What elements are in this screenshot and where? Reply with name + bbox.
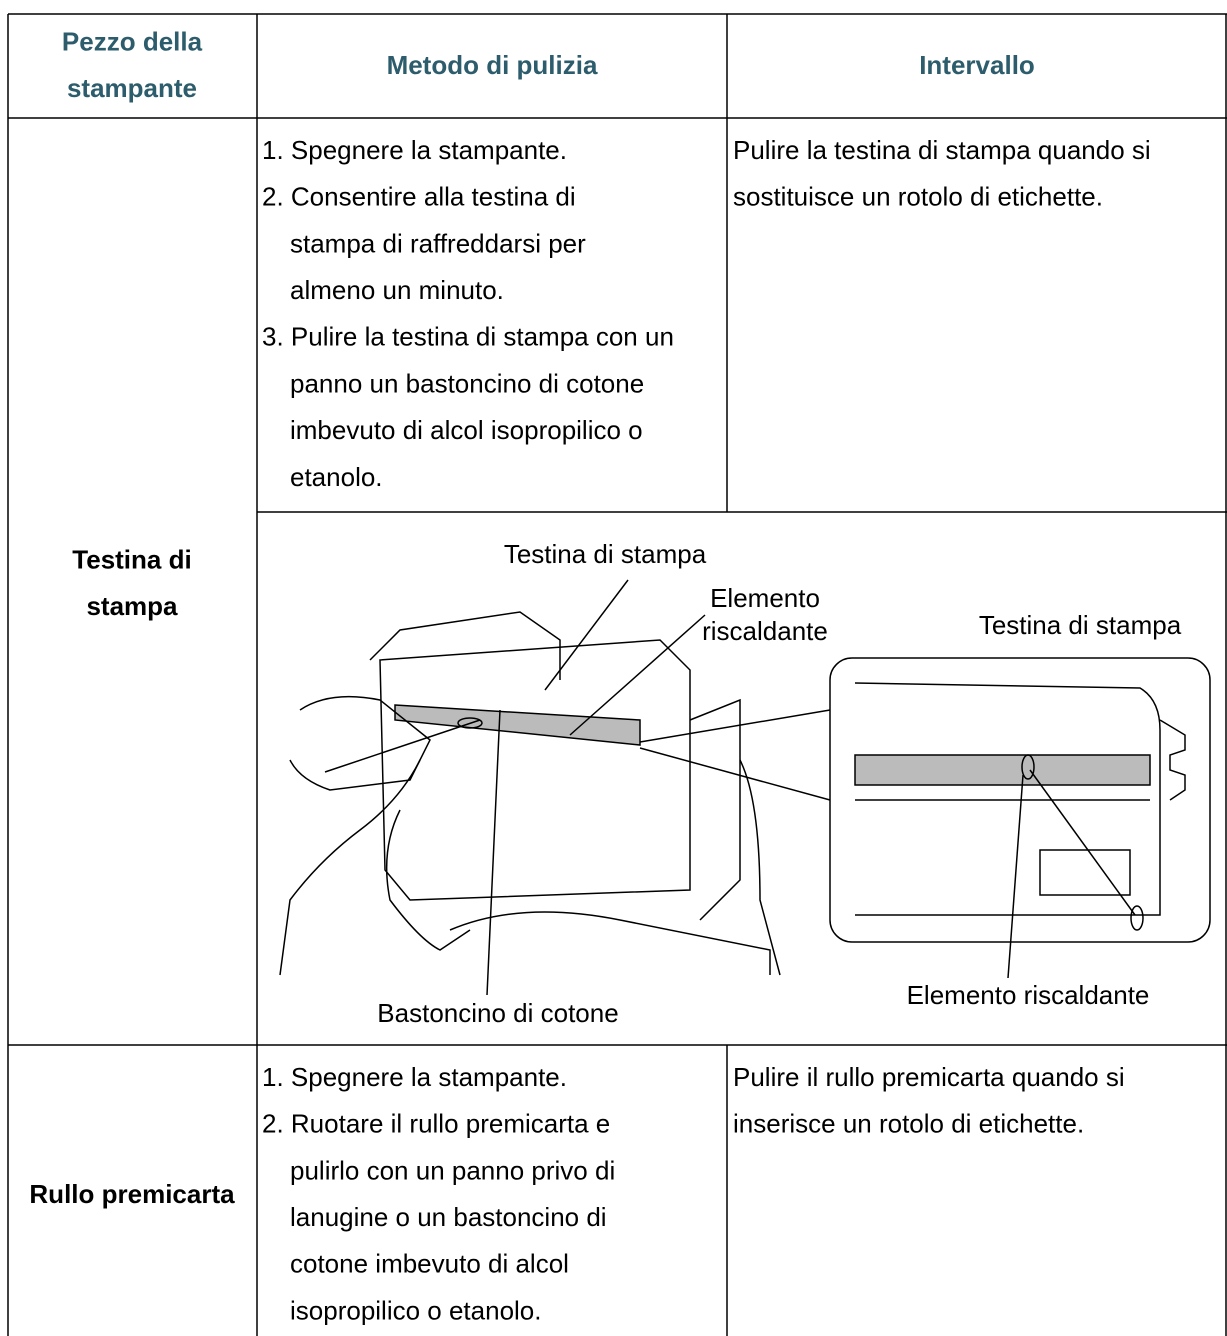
figure-label: Bastoncino di cotone <box>377 998 618 1028</box>
part-name: Testina di <box>72 545 191 575</box>
figure-label: Testina di stampa <box>979 610 1182 640</box>
method-line: 1. Spegnere la stampante. <box>262 135 567 165</box>
figure-label: Testina di stampa <box>504 539 707 569</box>
part-name: Rullo premicarta <box>29 1179 235 1209</box>
method-line: cotone imbevuto di alcol <box>290 1249 569 1279</box>
figure-label: riscaldante <box>702 616 828 646</box>
figure-label: Elemento <box>710 583 820 613</box>
figure-label: Elemento riscaldante <box>907 980 1150 1010</box>
header-cell: Pezzo della <box>62 27 203 57</box>
method-line: pulirlo con un panno privo di <box>290 1155 615 1185</box>
method-line: panno un bastoncino di cotone <box>290 368 644 398</box>
method-line: 1. Spegnere la stampante. <box>262 1062 567 1092</box>
method-line: 3. Pulire la testina di stampa con un <box>262 322 674 352</box>
method-line: 2. Consentire alla testina di <box>262 182 576 212</box>
part-name: stampa <box>86 591 178 621</box>
method-line: almeno un minuto. <box>290 275 504 305</box>
method-line: lanugine o un bastoncino di <box>290 1202 607 1232</box>
method-line: 2. Ruotare il rullo premicarta e <box>262 1109 610 1139</box>
illustration <box>279 611 1211 976</box>
header-cell: Metodo di pulizia <box>387 50 598 80</box>
interval-line: sostituisce un rotolo di etichette. <box>733 182 1103 212</box>
header-cell: Intervallo <box>919 50 1035 80</box>
interval-line: Pulire il rullo premicarta quando si <box>733 1062 1125 1092</box>
leader-lines <box>486 579 1024 996</box>
method-line: imbevuto di alcol isopropilico o <box>290 415 643 445</box>
interval-line: Pulire la testina di stampa quando si <box>733 135 1151 165</box>
method-line: etanolo. <box>290 462 383 492</box>
header-cell: stampante <box>67 73 197 103</box>
method-line: isopropilico o etanolo. <box>290 1295 542 1325</box>
interval-line: inserisce un rotolo di etichette. <box>733 1109 1084 1139</box>
table-grid <box>7 13 1227 1336</box>
method-line: stampa di raffreddarsi per <box>290 228 586 258</box>
